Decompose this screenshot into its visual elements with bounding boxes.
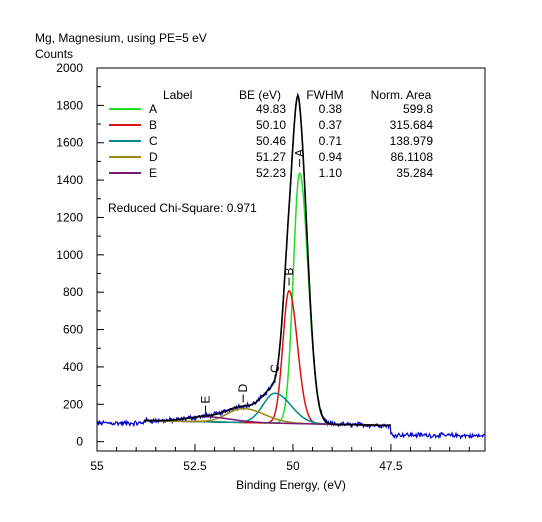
y-tick-label: 1400 xyxy=(56,173,83,187)
legend-cell: 0.94 xyxy=(319,150,343,164)
legend: Label BE (eV) FWHM Norm. Area A 49.83 0.38 599.… xyxy=(109,88,433,180)
peak-c-marker-label: C xyxy=(268,364,282,373)
legend-cell: D xyxy=(149,150,158,164)
y-axis: 0 200 400 600 800 1000 1200 1400 1600 1800 2000 xyxy=(56,61,104,449)
x-tick-label: 52.5 xyxy=(183,459,207,473)
legend-header: Label xyxy=(163,88,192,102)
legend-cell: 52.23 xyxy=(256,166,286,180)
legend-header: FWHM xyxy=(306,88,343,102)
y-tick-label: 1000 xyxy=(56,248,83,262)
legend-cell: 0.37 xyxy=(319,118,343,132)
legend-cell: 0.38 xyxy=(319,102,343,116)
y-tick-label: 1200 xyxy=(56,210,83,224)
legend-cell: 50.10 xyxy=(256,118,286,132)
legend-cell: 50.46 xyxy=(256,134,286,148)
y-tick-label: 200 xyxy=(63,397,83,411)
legend-cell: A xyxy=(149,102,157,116)
peak-a-marker-label: A xyxy=(293,149,307,157)
y-tick-label: 400 xyxy=(63,360,83,374)
legend-header: BE (eV) xyxy=(239,88,281,102)
envelope-line xyxy=(144,95,391,427)
legend-cell: 315.684 xyxy=(390,118,434,132)
legend-cell: C xyxy=(149,134,158,148)
y-tick-label: 600 xyxy=(63,323,83,337)
peak-b-line xyxy=(144,289,391,427)
legend-cell: 599.8 xyxy=(403,102,433,116)
legend-cell: E xyxy=(149,166,157,180)
x-tick-label: 55 xyxy=(90,459,104,473)
legend-cell: 51.27 xyxy=(256,150,286,164)
peak-b-marker-label: B xyxy=(282,268,296,276)
y-tick-label: 1800 xyxy=(56,98,83,112)
x-tick-label: 50 xyxy=(286,459,300,473)
legend-header: Norm. Area xyxy=(371,88,432,102)
legend-cell: 86.1108 xyxy=(391,150,434,164)
legend-cell: 138.979 xyxy=(390,134,434,148)
chi-square-annotation: Reduced Chi-Square: 0.971 xyxy=(108,201,257,215)
y-tick-label: 800 xyxy=(63,285,83,299)
y-tick-label: 2000 xyxy=(56,61,83,75)
chart-title: Mg, Magnesium, using PE=5 eV xyxy=(35,31,207,45)
legend-cell: 35.284 xyxy=(396,166,433,180)
x-axis-label: Binding Energy, (eV) xyxy=(236,478,346,492)
y-axis-label: Counts xyxy=(35,47,73,61)
x-tick-label: 47.5 xyxy=(379,459,403,473)
peak-e-marker-label: E xyxy=(199,396,213,404)
x-axis: 55 52.5 50 47.5 xyxy=(90,444,470,473)
legend-cell: 49.83 xyxy=(256,102,286,116)
y-tick-label: 0 xyxy=(76,435,83,449)
legend-cell: 1.10 xyxy=(319,166,343,180)
legend-cell: 0.71 xyxy=(319,134,343,148)
peak-d-marker-label: D xyxy=(236,383,250,392)
y-tick-label: 1600 xyxy=(56,136,83,150)
legend-cell: B xyxy=(149,118,157,132)
plot-frame xyxy=(96,67,486,452)
